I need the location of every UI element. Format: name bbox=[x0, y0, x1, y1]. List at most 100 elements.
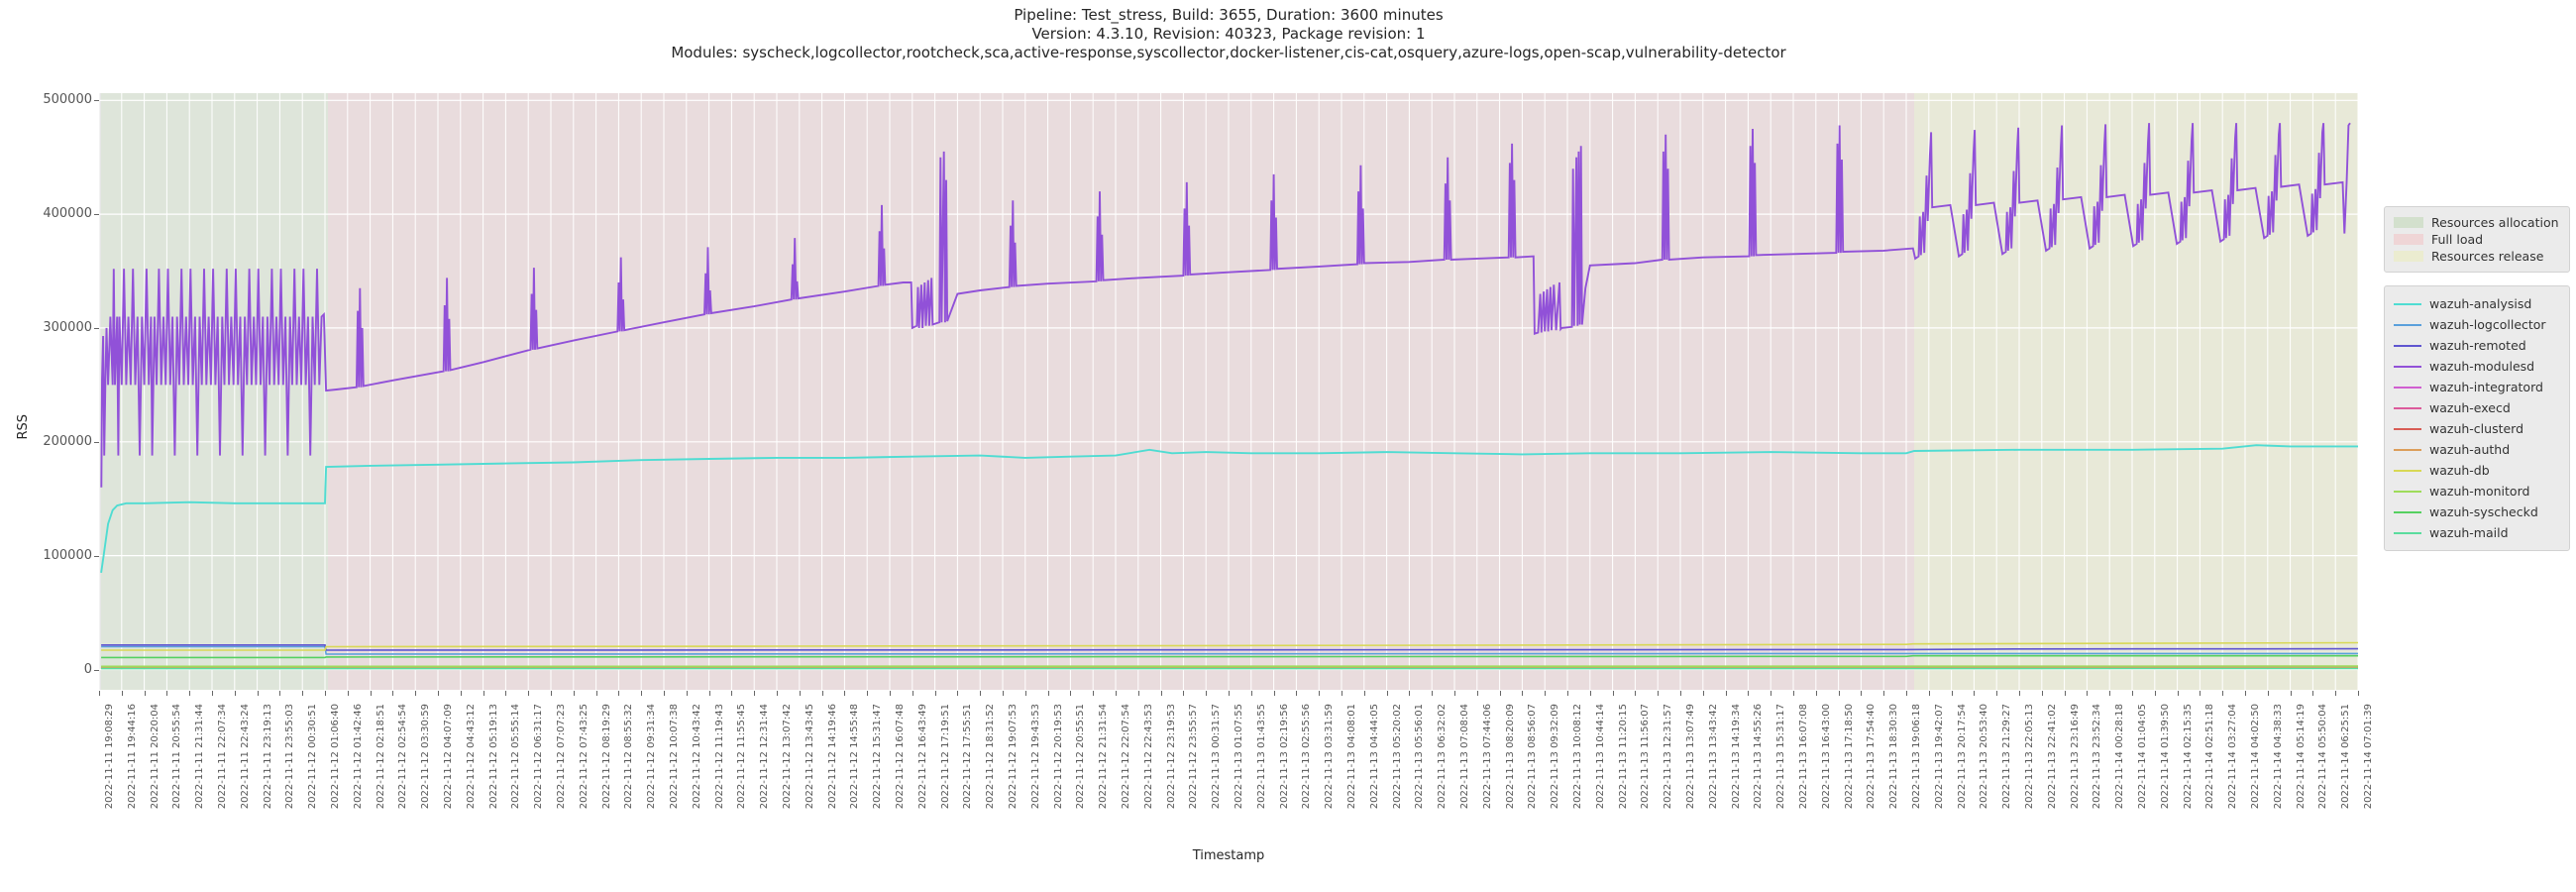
y-tick-mark bbox=[94, 555, 99, 557]
legend-row: wazuh-execd bbox=[2394, 397, 2559, 418]
x-tick-mark bbox=[1748, 691, 1750, 696]
legend-row: Resources allocation bbox=[2394, 214, 2559, 231]
x-tick-mark bbox=[1250, 691, 1252, 696]
x-tick-mark bbox=[1093, 691, 1095, 696]
legend-label: wazuh-execd bbox=[2429, 400, 2511, 415]
x-tick-label: 2022-11-12 11:55:45 bbox=[736, 704, 748, 810]
legend-row: Resources release bbox=[2394, 248, 2559, 265]
x-tick-label: 2022-11-14 02:51:18 bbox=[2204, 704, 2216, 810]
x-tick-mark bbox=[1409, 691, 1411, 696]
x-tick-label: 2022-11-12 11:19:43 bbox=[713, 704, 725, 810]
x-tick-label: 2022-11-12 10:43:42 bbox=[691, 704, 702, 810]
x-tick-mark bbox=[370, 691, 372, 696]
x-tick-label: 2022-11-14 01:39:50 bbox=[2159, 704, 2171, 810]
x-tick-mark bbox=[934, 691, 936, 696]
x-axis-label: Timestamp bbox=[1192, 848, 1265, 863]
legend-label: wazuh-authd bbox=[2429, 442, 2511, 457]
x-tick-mark bbox=[1928, 691, 1930, 696]
region-span bbox=[327, 93, 1914, 690]
legend-swatch bbox=[2394, 251, 2423, 262]
x-tick-label: 2022-11-14 06:25:51 bbox=[2340, 704, 2352, 810]
legend-label: wazuh-db bbox=[2429, 463, 2490, 478]
x-tick-mark bbox=[1974, 691, 1976, 696]
x-tick-label: 2022-11-14 05:50:04 bbox=[2317, 704, 2329, 810]
x-tick-mark bbox=[1612, 691, 1614, 696]
x-tick-label: 2022-11-12 19:43:53 bbox=[1029, 704, 1041, 810]
x-tick-mark bbox=[2335, 691, 2337, 696]
x-tick-mark bbox=[1047, 691, 1049, 696]
legend-line bbox=[2394, 531, 2421, 534]
x-tick-label: 2022-11-13 11:20:15 bbox=[1617, 704, 1629, 810]
x-tick-label: 2022-11-13 03:31:59 bbox=[1324, 704, 1336, 810]
x-tick-mark bbox=[890, 691, 891, 696]
x-tick-label: 2022-11-12 22:07:54 bbox=[1121, 704, 1131, 810]
x-tick-label: 2022-11-11 23:55:03 bbox=[284, 704, 296, 810]
x-tick-mark bbox=[144, 691, 146, 696]
x-tick-mark bbox=[99, 691, 100, 696]
x-tick-label: 2022-11-13 19:06:18 bbox=[1911, 704, 1922, 810]
legend-row: wazuh-clusterd bbox=[2394, 418, 2559, 439]
x-tick-label: 2022-11-13 20:53:40 bbox=[1979, 704, 1990, 810]
x-tick-label: 2022-11-13 15:31:17 bbox=[1775, 704, 1787, 810]
x-tick-mark bbox=[1951, 691, 1953, 696]
legend-label: wazuh-clusterd bbox=[2429, 421, 2524, 436]
x-tick-label: 2022-11-12 22:43:53 bbox=[1142, 704, 1154, 810]
x-tick-label: 2022-11-12 14:19:46 bbox=[826, 704, 838, 810]
x-tick-mark bbox=[1838, 691, 1840, 696]
x-tick-mark bbox=[1116, 691, 1117, 696]
series-line-wazuh-syscheckd bbox=[101, 654, 2358, 659]
x-tick-mark bbox=[1273, 691, 1275, 696]
x-tick-label: 2022-11-13 22:41:02 bbox=[2046, 704, 2058, 810]
x-tick-mark bbox=[2267, 691, 2269, 696]
x-tick-label: 2022-11-13 23:16:49 bbox=[2069, 704, 2081, 810]
x-tick-mark bbox=[2245, 691, 2246, 696]
x-tick-mark bbox=[325, 691, 326, 696]
legend-row: wazuh-integratord bbox=[2394, 377, 2559, 397]
legend-row: wazuh-authd bbox=[2394, 439, 2559, 460]
x-tick-label: 2022-11-12 07:43:25 bbox=[578, 704, 590, 810]
series-lines bbox=[100, 122, 2358, 670]
x-tick-label: 2022-11-12 21:31:54 bbox=[1098, 704, 1110, 810]
x-tick-label: 2022-11-13 10:08:12 bbox=[1572, 704, 1583, 810]
x-tick-mark bbox=[1861, 691, 1863, 696]
legend-line bbox=[2394, 510, 2421, 513]
legend-line bbox=[2394, 490, 2421, 493]
x-tick-label: 2022-11-11 21:31:44 bbox=[194, 704, 206, 810]
x-tick-label: 2022-11-12 08:19:29 bbox=[600, 704, 612, 810]
x-tick-label: 2022-11-12 05:19:13 bbox=[487, 704, 499, 810]
y-tick-label: 200000 bbox=[43, 433, 92, 449]
x-tick-label: 2022-11-12 17:55:51 bbox=[962, 704, 974, 810]
legend-row: wazuh-syscheckd bbox=[2394, 502, 2559, 522]
x-tick-label: 2022-11-13 09:32:09 bbox=[1550, 704, 1561, 810]
x-tick-mark bbox=[1499, 691, 1501, 696]
legend-label: wazuh-remoted bbox=[2429, 338, 2526, 353]
x-tick-mark bbox=[618, 691, 620, 696]
x-tick-mark bbox=[664, 691, 665, 696]
x-tick-label: 2022-11-13 13:07:49 bbox=[1685, 704, 1696, 810]
x-tick-label: 2022-11-13 07:08:04 bbox=[1459, 704, 1470, 810]
x-tick-mark bbox=[189, 691, 191, 696]
x-tick-label: 2022-11-12 23:55:57 bbox=[1188, 704, 1200, 810]
x-tick-label: 2022-11-13 23:52:34 bbox=[2092, 704, 2103, 810]
x-tick-mark bbox=[1635, 691, 1637, 696]
x-tick-label: 2022-11-13 04:44:05 bbox=[1368, 704, 1380, 810]
x-tick-mark bbox=[1522, 691, 1524, 696]
legend-line bbox=[2394, 427, 2421, 430]
x-tick-mark bbox=[1296, 691, 1298, 696]
x-tick-label: 2022-11-13 02:55:56 bbox=[1301, 704, 1313, 810]
x-tick-label: 2022-11-12 13:43:45 bbox=[804, 704, 815, 810]
x-tick-mark bbox=[821, 691, 823, 696]
x-tick-label: 2022-11-12 07:07:23 bbox=[556, 704, 567, 810]
legend-line bbox=[2394, 302, 2421, 305]
x-tick-mark bbox=[573, 691, 575, 696]
x-tick-mark bbox=[1883, 691, 1885, 696]
x-tick-mark bbox=[460, 691, 462, 696]
y-tick-label: 400000 bbox=[43, 206, 92, 222]
x-tick-mark bbox=[799, 691, 801, 696]
chart-title: Pipeline: Test_stress, Build: 3655, Dura… bbox=[0, 6, 2457, 62]
x-tick-label: 2022-11-12 16:43:49 bbox=[916, 704, 928, 810]
legend-line bbox=[2394, 448, 2421, 451]
x-tick-mark bbox=[1003, 691, 1004, 696]
x-tick-label: 2022-11-11 20:55:54 bbox=[171, 704, 183, 810]
